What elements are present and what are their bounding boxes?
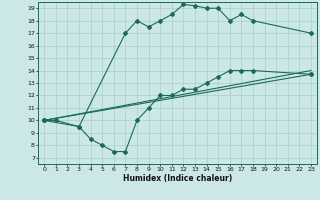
X-axis label: Humidex (Indice chaleur): Humidex (Indice chaleur) (123, 174, 232, 183)
